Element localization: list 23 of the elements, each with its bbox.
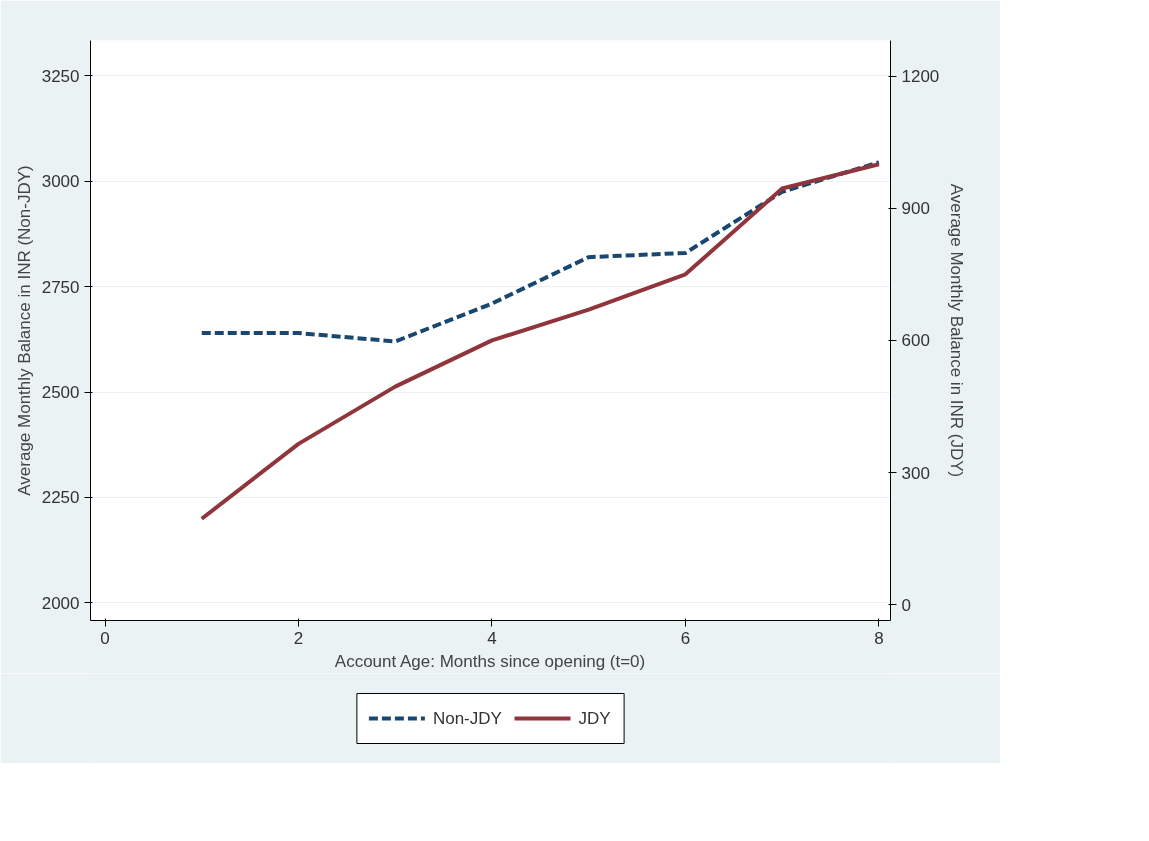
x-tick-label: 4 [487, 628, 497, 648]
y-tick-label: 2750 [41, 277, 80, 297]
y-tick-label: 2250 [41, 488, 80, 508]
x-tick-label: 0 [100, 628, 110, 648]
y2-tick-label: 1200 [901, 67, 940, 87]
line-series [199, 162, 881, 521]
legend-label: Non-JDY [432, 709, 502, 728]
x-tick-label: 8 [874, 628, 884, 648]
legend-label: JDY [578, 709, 611, 728]
y2-tick-label: 0 [901, 595, 911, 615]
x-axis-title: Account Age: Months since opening (t=0) [334, 651, 646, 671]
line-series [199, 160, 881, 344]
x-tick-label: 6 [680, 628, 691, 648]
y2-tick-label: 600 [901, 331, 930, 351]
y2-tick-label: 300 [901, 463, 930, 483]
y-tick-label: 3000 [41, 172, 80, 192]
y-tick-label: 2000 [41, 593, 80, 613]
x-tick-label: 2 [293, 628, 304, 648]
y-axis-title: Average Monthly Balance in INR (Non-JDY) [14, 165, 34, 496]
y2-tick-label: 900 [901, 199, 930, 219]
y-tick-label: 2500 [41, 383, 80, 403]
y-tick-label: 3250 [41, 66, 80, 86]
y2-axis-title: Average Monthly Balance in INR (JDY) [947, 183, 967, 478]
